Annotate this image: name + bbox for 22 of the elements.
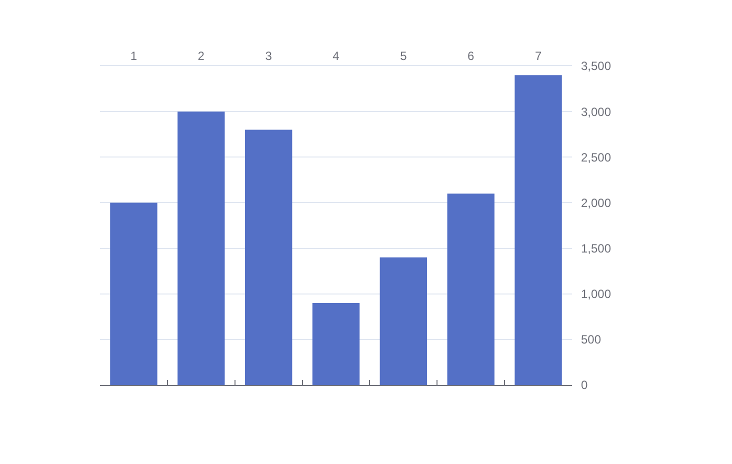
bar <box>244 130 292 385</box>
bar <box>380 257 428 385</box>
bar <box>110 202 158 385</box>
x-tick-label: 1 <box>130 49 138 64</box>
y-tick-label: 500 <box>581 332 602 347</box>
y-tick-label: 3,500 <box>581 59 612 74</box>
bar <box>312 302 360 385</box>
bar <box>514 75 562 385</box>
x-tick-label: 7 <box>534 49 542 64</box>
x-tick-label: 3 <box>265 49 272 64</box>
x-tick-label: 6 <box>468 49 475 64</box>
y-tick-label: 2,500 <box>581 150 612 164</box>
bar <box>178 112 225 385</box>
y-tick-label: 1,500 <box>581 241 612 256</box>
y-tick-label: 1,000 <box>581 287 612 302</box>
x-tick-label: 5 <box>400 49 408 64</box>
x-tick-label: 2 <box>198 49 205 64</box>
x-tick-label: 4 <box>332 49 340 64</box>
y-tick-label: 0 <box>581 378 588 392</box>
bar <box>447 194 494 385</box>
y-tick-label: 2,000 <box>581 196 612 210</box>
y-tick-label: 3,000 <box>581 104 612 119</box>
